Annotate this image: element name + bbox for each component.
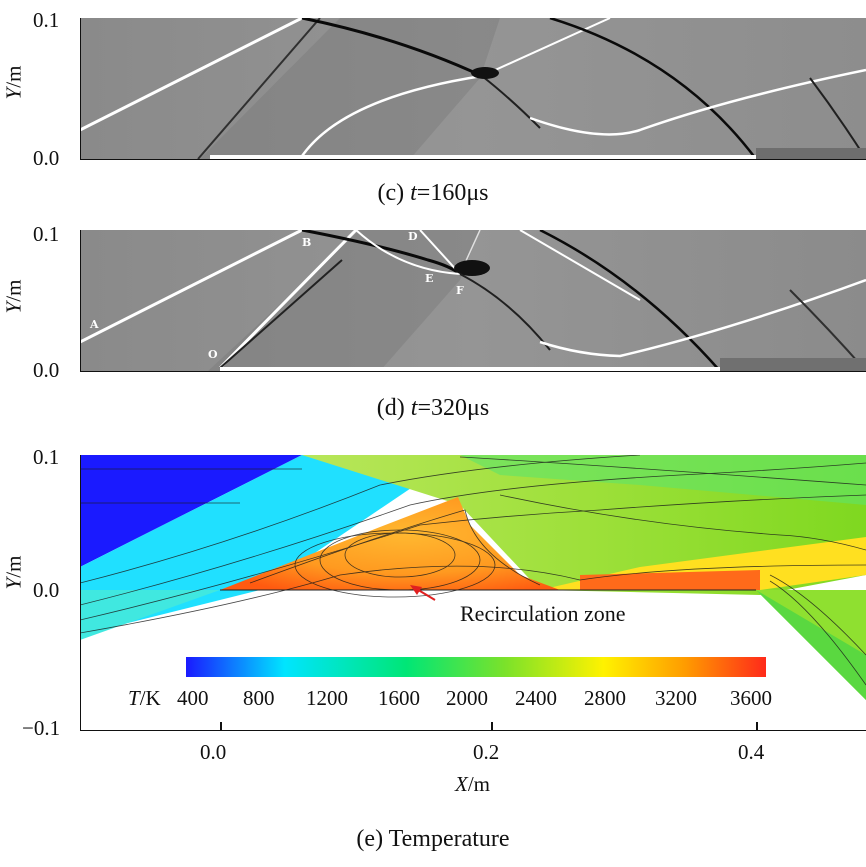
x-tick-mark (491, 722, 493, 730)
colorbar-tick: 2800 (584, 686, 626, 710)
panel-c-frame (80, 18, 866, 160)
colorbar-tick: 2400 (515, 686, 557, 710)
panel-d-schlieren: A B D E F O (80, 230, 866, 371)
colorbar-tick: 3600 (730, 686, 772, 710)
point-label-f: F (456, 284, 464, 297)
colorbar-tick: 800 (243, 686, 275, 710)
point-label-e: E (425, 272, 433, 285)
recirculation-annotation: Recirculation zone (460, 601, 626, 626)
panel-e-caption: (e) Temperature (356, 826, 510, 852)
panel-c-ytick-top: 0.1 (33, 8, 60, 32)
panel-d-ytick-bottom: 0.0 (33, 358, 60, 382)
panel-e-ytick-top: 0.1 (33, 445, 60, 469)
panel-d-ytick-top: 0.1 (33, 222, 60, 246)
colorbar-tick: 1200 (306, 686, 348, 710)
panel-d-frame (80, 230, 866, 372)
panel-e-ytick-bottom: −0.1 (22, 716, 61, 740)
panel-e-xtick: 0.0 (200, 740, 227, 764)
colorbar-tick: 3200 (655, 686, 697, 710)
panel-c-caption: (c) t=160μs (377, 180, 489, 206)
panel-d-caption: (d) t=320μs (376, 395, 490, 421)
x-tick-mark (756, 722, 758, 730)
panel-e-xtick: 0.2 (473, 740, 500, 764)
colorbar-tick: 1600 (378, 686, 420, 710)
panel-e-frame (80, 455, 866, 731)
point-label-d: D (408, 230, 418, 243)
point-label-b: B (302, 236, 311, 249)
panel-d-y-label: Y/m (1, 279, 26, 314)
panel-e-ytick-mid: 0.0 (33, 578, 60, 602)
point-label-a: A (89, 318, 99, 331)
panel-e-xtick: 0.4 (738, 740, 765, 764)
colorbar-tick: 2000 (446, 686, 488, 710)
panel-c-ytick-bottom: 0.0 (33, 146, 60, 170)
x-tick-mark (220, 722, 222, 730)
colorbar-tick: 400 (177, 686, 209, 710)
colorbar-label: T/K (128, 686, 161, 710)
panel-c-y-label: Y/m (1, 65, 26, 100)
panel-c-schlieren (80, 18, 866, 159)
colorbar (186, 657, 766, 677)
panel-e-y-label: Y/m (1, 555, 26, 590)
panel-e-temperature-field: Recirculation zone (80, 455, 866, 730)
panel-e-x-label: X/m (455, 772, 490, 796)
point-label-o: O (208, 348, 218, 361)
